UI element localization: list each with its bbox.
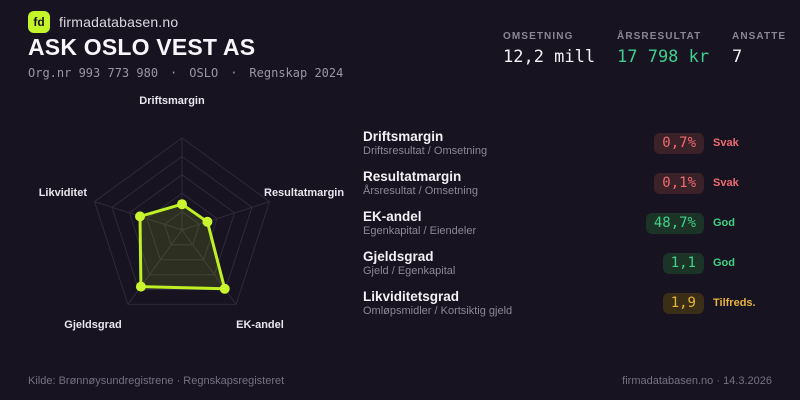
metric-formula: Årsresultat / Omsetning bbox=[363, 184, 478, 197]
company-subtitle: Org.nr 993 773 980 · OSLO · Regnskap 202… bbox=[28, 66, 343, 80]
metric-value-pill: 48,7% bbox=[645, 212, 704, 234]
metric-value-pill: 1,9 bbox=[662, 292, 704, 314]
stat-aarsresultat: ÅRSRESULTAT 17 798 kr bbox=[617, 31, 709, 67]
metric-rating: Svak bbox=[713, 177, 739, 189]
stat-label: ANSATTE bbox=[732, 31, 787, 42]
dot-separator: · bbox=[170, 66, 178, 80]
metric-rating: Tilfreds. bbox=[713, 297, 756, 309]
metrics-panel: Driftsmargin Driftsresultat / Omsetning 0,… bbox=[363, 129, 775, 329]
radar-grid-ring bbox=[93, 137, 271, 305]
metric-right: 48,7% God bbox=[634, 212, 775, 234]
radar-axis-label-gjeldsgrad: Gjeldsgrad bbox=[64, 319, 122, 331]
metric-pill-wrap: 1,1 bbox=[634, 252, 704, 274]
footer-site: firmadatabasen.no · 14.3.2026 bbox=[622, 375, 772, 387]
footer: Kilde: Brønnøysundregistrene · Regnskaps… bbox=[28, 375, 772, 387]
metric-title: Gjeldsgrad bbox=[363, 248, 434, 264]
metric-formula: Gjeld / Egenkapital bbox=[363, 264, 456, 277]
metric-formula: Egenkapital / Eiendeler bbox=[363, 224, 477, 237]
metric-value-pill: 0,7% bbox=[654, 132, 704, 154]
footer-source: Kilde: Brønnøysundregistrene · Regnskaps… bbox=[28, 375, 285, 387]
company-title: ASK OSLO VEST AS bbox=[28, 34, 256, 60]
stat-label: OMSETNING bbox=[503, 31, 574, 42]
metric-right: 0,1% Svak bbox=[634, 172, 775, 194]
radar-data-polygon bbox=[138, 202, 227, 291]
metric-row-likviditetsgrad: Likviditetsgrad Omløpsmidler / Kortsiktig… bbox=[363, 289, 775, 317]
metric-pill-wrap: 1,9 bbox=[634, 292, 704, 314]
metric-left: Resultatmargin Årsresultat / Omsetning bbox=[363, 169, 478, 198]
metric-row-ek-andel: EK-andel Egenkapital / Eiendeler 48,7% God bbox=[363, 209, 775, 237]
metric-left: Likviditetsgrad Omløpsmidler / Kortsiktig… bbox=[363, 289, 512, 318]
metric-right: 0,7% Svak bbox=[634, 132, 775, 154]
metric-formula: Driftsresultat / Omsetning bbox=[363, 144, 488, 157]
radar-chart: Driftsmargin Resultatmargin EK-andel Gjelds… bbox=[0, 85, 370, 365]
metric-right: 1,9 Tilfreds. bbox=[634, 292, 775, 314]
radar-axis-label-driftsmargin: Driftsmargin bbox=[139, 95, 205, 107]
radar-data-point-likviditet bbox=[135, 211, 145, 222]
radar-grid-ring bbox=[146, 192, 218, 261]
stat-value: 12,2 mill bbox=[503, 47, 596, 67]
metric-left: Gjeldsgrad Gjeld / Egenkapital bbox=[363, 249, 455, 278]
metric-formula: Omløpsmidler / Kortsiktig gjeld bbox=[363, 304, 513, 317]
metric-title: Driftsmargin bbox=[363, 128, 444, 144]
radar-grid-ring bbox=[163, 210, 201, 246]
metric-title: EK-andel bbox=[363, 208, 422, 224]
stat-value: 17 798 kr bbox=[617, 47, 710, 67]
fd-logo-icon: fd bbox=[28, 11, 50, 33]
radar-data-point-gjeldsgrad bbox=[135, 281, 146, 292]
stat-ansatte: ANSATTE 7 bbox=[732, 31, 786, 67]
metric-title: Resultatmargin bbox=[363, 168, 462, 184]
brand: fd firmadatabasen.no bbox=[28, 11, 178, 33]
radar-grid-ring bbox=[128, 174, 236, 276]
metric-row-driftsmargin: Driftsmargin Driftsresultat / Omsetning 0,… bbox=[363, 129, 775, 157]
radar-data-point-ek-andel bbox=[219, 283, 230, 294]
metric-rating: Svak bbox=[713, 137, 739, 149]
metric-pill-wrap: 48,7% bbox=[634, 212, 704, 234]
brand-name: firmadatabasen.no bbox=[59, 14, 179, 30]
metric-pill-wrap: 0,7% bbox=[634, 132, 704, 154]
metric-pill-wrap: 0,1% bbox=[634, 172, 704, 194]
radar-grid-spoke bbox=[127, 229, 183, 305]
metric-rating: God bbox=[713, 257, 735, 269]
metric-right: 1,1 God bbox=[634, 252, 775, 274]
radar-data-point-driftsmargin bbox=[177, 199, 187, 210]
stat-label: ÅRSRESULTAT bbox=[617, 31, 702, 42]
metric-left: EK-andel Egenkapital / Eiendeler bbox=[363, 209, 476, 238]
metric-title: Likviditetsgrad bbox=[363, 288, 460, 304]
company-city: OSLO bbox=[189, 66, 219, 80]
metric-value-pill: 1,1 bbox=[662, 252, 704, 274]
stat-omsetning: OMSETNING 12,2 mill bbox=[503, 31, 595, 67]
radar-axis-label-likviditet: Likviditet bbox=[38, 187, 87, 199]
metric-value-pill: 0,1% bbox=[654, 172, 704, 194]
radar-data-point-resultatmargin bbox=[202, 216, 213, 227]
metric-rating: God bbox=[713, 217, 735, 229]
radar-axis-label-ek-andel: EK-andel bbox=[236, 319, 284, 331]
radar-axis-label-resultatmargin: Resultatmargin bbox=[264, 187, 345, 199]
radar-grid-spoke bbox=[181, 201, 270, 231]
radar-chart-svg bbox=[93, 137, 271, 305]
org-number: Org.nr 993 773 980 bbox=[28, 66, 159, 80]
stat-value: 7 bbox=[732, 47, 743, 67]
metric-row-resultatmargin: Resultatmargin Årsresultat / Omsetning 0,1… bbox=[363, 169, 775, 197]
metric-left: Driftsmargin Driftsresultat / Omsetning bbox=[363, 129, 487, 158]
metric-row-gjeldsgrad: Gjeldsgrad Gjeld / Egenkapital 1,1 God bbox=[363, 249, 775, 277]
dot-separator: · bbox=[230, 66, 238, 80]
report-year: Regnskap 2024 bbox=[249, 66, 344, 80]
radar-grid-ring bbox=[111, 155, 253, 290]
